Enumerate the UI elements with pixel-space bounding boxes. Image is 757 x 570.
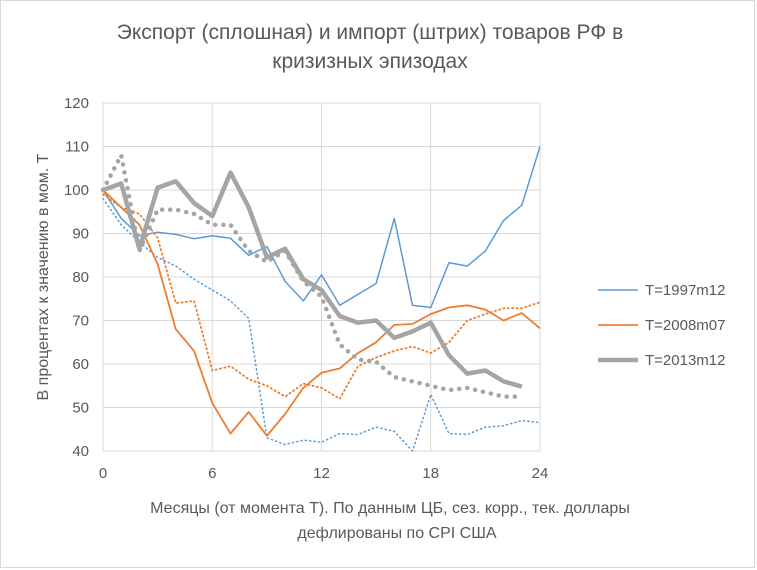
legend-label: T=2008m07 [645, 317, 725, 334]
chart-title-line-2: кризизных эпизодах [272, 50, 468, 73]
x-axis-title-line-2: дефлированы по CPI США [297, 525, 496, 542]
y-tick-label: 120 [64, 95, 89, 112]
y-tick-label: 80 [72, 269, 89, 286]
x-axis-title-line-1: Месяцы (от момента Т). По данным ЦБ, сез… [150, 500, 630, 517]
series-line-t-2008m07-dotted [102, 193, 541, 400]
gridlines [102, 102, 541, 452]
series-line-t-1997m12-solid [102, 146, 541, 309]
y-tick-label: 90 [72, 226, 89, 243]
x-tick-label: 12 [313, 465, 330, 482]
legend-label: T=1997m12 [645, 282, 725, 299]
series-lines [100, 146, 541, 452]
x-tick-label: 18 [422, 465, 439, 482]
x-tick-label: 0 [99, 465, 107, 482]
series-line-t-2013m12-dotted [100, 152, 525, 399]
chart-title: Экспорт (сплошная) и импорт (штрих) това… [60, 18, 680, 76]
series-line-t-2008m07-solid [102, 189, 541, 437]
x-tick-label: 24 [532, 465, 549, 482]
x-tick-labels: 0 6 12 18 24 [99, 465, 549, 482]
legend-label: T=2013m12 [645, 352, 725, 369]
y-tick-label: 50 [72, 400, 89, 417]
x-tick-label: 6 [208, 465, 216, 482]
y-axis-title: В процентах к значению в мом. Т [35, 153, 52, 400]
series-line-t-1997m12-dotted [102, 197, 541, 452]
legend: T=1997m12 T=2008m07 T=2013m12 [598, 282, 725, 369]
chart-title-line-1: Экспорт (сплошная) и импорт (штрих) това… [116, 21, 624, 44]
y-tick-label: 60 [72, 356, 89, 373]
y-tick-label: 40 [72, 443, 89, 460]
y-tick-label: 70 [72, 313, 89, 330]
y-tick-labels: 40 50 60 70 80 90 100 110 120 [64, 95, 89, 460]
y-tick-label: 110 [65, 139, 89, 156]
series-line-t-2013m12-solid [102, 170, 523, 389]
y-tick-label: 100 [64, 182, 89, 199]
